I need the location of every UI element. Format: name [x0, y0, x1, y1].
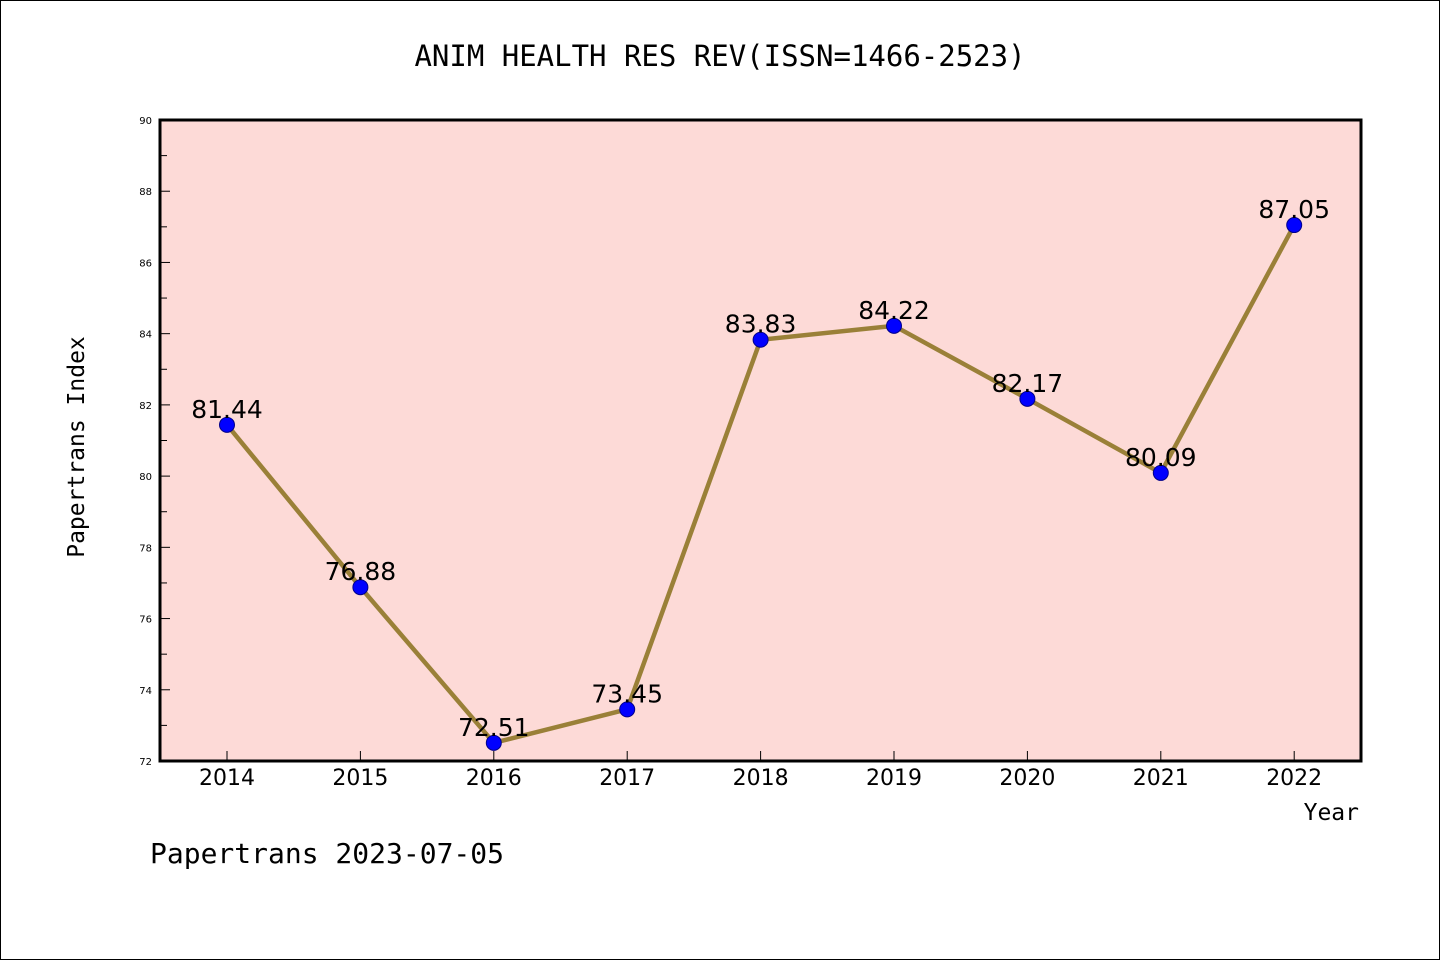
y-axis: 72 74 76 78 80 82 84 86 88 90 [139, 116, 170, 768]
x-tick-label: 2020 [999, 766, 1055, 791]
data-label: 76.88 [325, 557, 397, 586]
data-point [752, 331, 769, 348]
y-tick-label: 90 [139, 116, 152, 127]
x-tick-label: 2014 [199, 766, 255, 791]
data-point [352, 579, 369, 596]
y-tick-label: 74 [139, 686, 152, 697]
data-label: 87.05 [1258, 195, 1330, 224]
y-tick-label: 82 [139, 401, 152, 412]
x-axis-label: Year [1304, 800, 1359, 826]
data-point [1152, 464, 1169, 481]
data-point [619, 701, 636, 718]
data-label: 72.51 [458, 713, 530, 742]
data-point [1019, 390, 1036, 407]
x-tick-label: 2016 [466, 766, 522, 791]
data-label: 83.83 [725, 310, 797, 339]
y-tick-label: 76 [139, 615, 152, 626]
footer-text: Papertrans 2023-07-05 [150, 837, 504, 870]
data-label: 84.22 [858, 296, 930, 325]
x-tick-label: 2017 [599, 766, 655, 791]
data-point [1286, 217, 1303, 234]
x-tick-label: 2022 [1266, 766, 1322, 791]
y-tick-label: 78 [139, 543, 152, 554]
chart-title: ANIM HEALTH RES REV(ISSN=1466-2523) [414, 39, 1025, 73]
y-tick-label: 84 [139, 330, 152, 341]
y-tick-label: 72 [139, 757, 152, 768]
data-label: 81.44 [191, 395, 263, 424]
x-tick-label: 2021 [1133, 766, 1189, 791]
y-axis-label: Papertrans Index [64, 336, 90, 558]
data-label: 80.09 [1125, 443, 1197, 472]
data-point [219, 416, 235, 433]
data-point [485, 734, 502, 751]
y-tick-label: 80 [139, 472, 152, 483]
series: 81.44 76.88 72.51 73.45 83.83 84.22 82.17 80.09… [191, 195, 1330, 751]
x-tick-label: 2019 [866, 766, 922, 791]
data-label: 82.17 [992, 369, 1064, 398]
x-tick-label: 2015 [332, 766, 388, 791]
data-label: 73.45 [591, 679, 663, 708]
data-point [886, 317, 902, 334]
y-tick-label: 86 [139, 258, 152, 269]
plot-area [158, 118, 1363, 763]
y-tick-label: 88 [139, 187, 152, 198]
x-tick-label: 2018 [733, 766, 789, 791]
x-axis: 2014 2015 2016 2017 2018 2019 2020 2021 2022 [199, 751, 1322, 791]
